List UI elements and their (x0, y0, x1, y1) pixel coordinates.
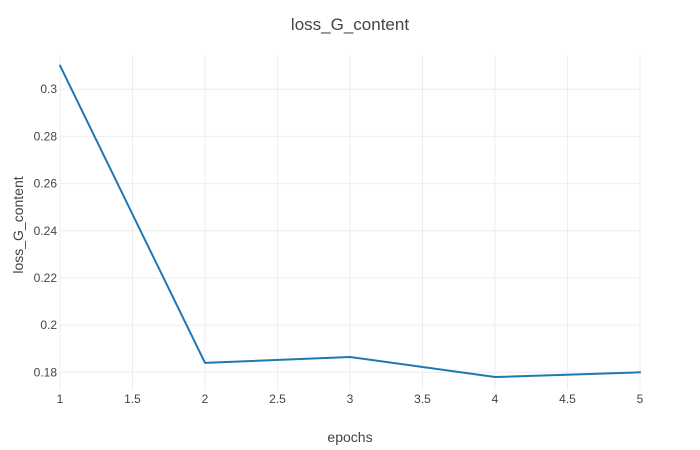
x-tick-label: 1.5 (124, 392, 141, 406)
y-tick-label: 0.2 (40, 318, 57, 332)
x-tick-label: 3.5 (414, 392, 431, 406)
x-tick-label: 3 (347, 392, 354, 406)
x-axis-title: epochs (327, 429, 372, 445)
x-tick-label: 5 (637, 392, 644, 406)
x-tick-label: 4 (492, 392, 499, 406)
y-tick-label: 0.24 (34, 224, 58, 238)
y-tick-labels: 0.18 0.2 0.22 0.24 0.26 0.28 0.3 (34, 82, 58, 379)
x-gridlines (59, 55, 641, 390)
x-tick-label: 2 (202, 392, 209, 406)
x-tick-label: 2.5 (269, 392, 286, 406)
chart-title: loss_G_content (291, 15, 409, 34)
y-axis-title: loss_G_content (10, 176, 26, 273)
y-tick-label: 0.26 (34, 177, 58, 191)
y-tick-label: 0.28 (34, 129, 58, 143)
x-tick-label: 4.5 (559, 392, 576, 406)
y-tick-label: 0.22 (34, 271, 58, 285)
y-tick-label: 0.18 (34, 365, 58, 379)
series-layer (59, 64, 641, 379)
series-line (59, 64, 641, 379)
x-tick-labels: 1 1.5 2 2.5 3 3.5 4 4.5 5 (57, 392, 644, 406)
y-gridlines (60, 88, 640, 373)
x-tick-label: 1 (57, 392, 64, 406)
y-tick-label: 0.3 (40, 82, 57, 96)
